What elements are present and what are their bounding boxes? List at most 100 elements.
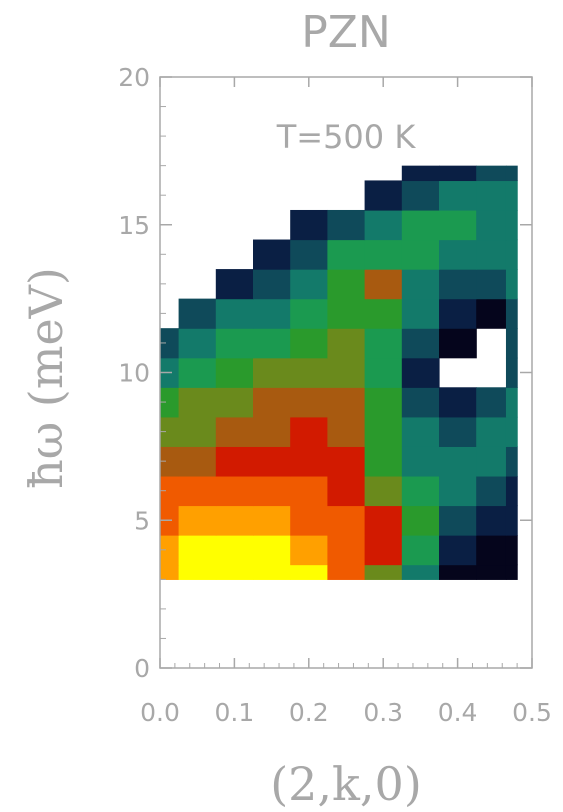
heatmap-cell — [505, 165, 518, 182]
heatmap-cell — [401, 505, 440, 536]
x-tick-label: 0.5 — [512, 698, 552, 727]
heatmap-cell — [505, 446, 518, 477]
heatmap-cell — [160, 446, 180, 477]
heatmap-cell — [290, 446, 328, 477]
heatmap-cell — [215, 328, 254, 359]
heatmap-cell — [439, 180, 477, 211]
heatmap-cell — [476, 475, 507, 507]
heatmap-cell — [178, 446, 217, 477]
heatmap-cell — [364, 475, 403, 507]
heatmap-cell — [401, 416, 440, 447]
heatmap-cell — [160, 564, 180, 580]
heatmap-cell — [215, 446, 254, 477]
y-tick-label: 0 — [134, 654, 150, 683]
heatmap-cell — [215, 298, 254, 329]
heatmap-cell — [401, 475, 440, 507]
heatmap-cell — [290, 209, 328, 241]
heatmap-cell — [476, 535, 507, 566]
temperature-annotation: T=500 K — [276, 118, 417, 156]
x-axis-ticks: 0.0 0.1 0.2 0.3 0.4 0.5 — [140, 77, 552, 727]
heatmap-cell — [215, 416, 254, 447]
heatmap-cell — [290, 239, 328, 270]
heatmap-cell — [505, 535, 518, 566]
heatmap-cell — [401, 209, 440, 241]
heatmap-cell — [327, 209, 366, 241]
x-axis-label: (2,k,0) — [270, 757, 422, 811]
heatmap-cell — [290, 505, 328, 536]
heatmap-cell — [476, 269, 507, 300]
heatmap-cells — [160, 165, 518, 580]
heatmap-cell — [401, 239, 440, 270]
heatmap-cell — [327, 475, 366, 507]
heatmap-cell — [439, 387, 477, 418]
x-tick-label: 0.0 — [140, 698, 180, 727]
heatmap-cell — [505, 475, 518, 507]
heatmap-cell — [160, 475, 180, 507]
heatmap-cell — [215, 505, 254, 536]
heatmap-cell — [215, 387, 254, 418]
heatmap-cell — [476, 239, 507, 270]
heatmap-cell — [476, 505, 507, 536]
heatmap-cell — [253, 239, 291, 270]
heatmap-cell — [439, 165, 477, 182]
heatmap-cell — [401, 180, 440, 211]
heatmap-cell — [476, 165, 507, 182]
heatmap-cell — [364, 505, 403, 536]
heatmap-cell — [160, 328, 180, 359]
heatmap-cell — [364, 535, 403, 566]
heatmap-cell — [253, 269, 291, 300]
heatmap-cell — [290, 328, 328, 359]
heatmap-cell — [253, 416, 291, 447]
heatmap-cell — [253, 505, 291, 536]
heatmap-cell — [290, 416, 328, 447]
heatmap-cell — [178, 357, 217, 388]
heatmap-cell — [439, 475, 477, 507]
heatmap-cell — [439, 416, 477, 447]
heatmap-cell — [178, 564, 217, 580]
heatmap-cell — [253, 446, 291, 477]
heatmap-cell — [401, 535, 440, 566]
heatmap-cell — [178, 387, 217, 418]
heatmap-cell — [505, 239, 518, 270]
heatmap-cell — [178, 298, 217, 329]
heatmap-cell — [439, 239, 477, 270]
heatmap-cell — [364, 446, 403, 477]
heatmap-cell — [364, 564, 403, 580]
heatmap-cell — [476, 564, 507, 580]
heatmap-cell — [401, 165, 440, 182]
heatmap-cell — [505, 298, 518, 329]
x-tick-label: 0.3 — [363, 698, 403, 727]
heatmap-cell — [327, 564, 366, 580]
heatmap-cell — [178, 328, 217, 359]
heatmap-cell — [401, 298, 440, 329]
heatmap-cell — [178, 535, 217, 566]
heatmap-cell — [364, 239, 403, 270]
heatmap-cell — [401, 564, 440, 580]
heatmap-cell — [327, 269, 366, 300]
heatmap-cell — [401, 269, 440, 300]
heatmap-cell — [290, 387, 328, 418]
heatmap-cell — [439, 564, 477, 580]
heatmap-cell — [327, 239, 366, 270]
heatmap-cell — [327, 446, 366, 477]
heatmap-cell — [364, 357, 403, 388]
heatmap-cell — [364, 209, 403, 241]
heatmap-cell — [327, 416, 366, 447]
heatmap-cell — [253, 328, 291, 359]
y-tick-label: 10 — [118, 359, 150, 388]
heatmap-cell — [364, 387, 403, 418]
heatmap-cell — [476, 387, 507, 418]
heatmap-cell — [401, 387, 440, 418]
y-tick-label: 5 — [134, 506, 150, 535]
heatmap-cell — [439, 269, 477, 300]
chart-title: PZN — [301, 7, 391, 58]
heatmap-cell — [253, 535, 291, 566]
heatmap-cell — [215, 535, 254, 566]
heatmap-cell — [505, 209, 518, 241]
y-tick-label: 15 — [118, 211, 150, 240]
heatmap-cell — [290, 475, 328, 507]
x-tick-label: 0.2 — [289, 698, 329, 727]
heatmap-cell — [327, 357, 366, 388]
y-tick-label: 20 — [118, 63, 150, 92]
